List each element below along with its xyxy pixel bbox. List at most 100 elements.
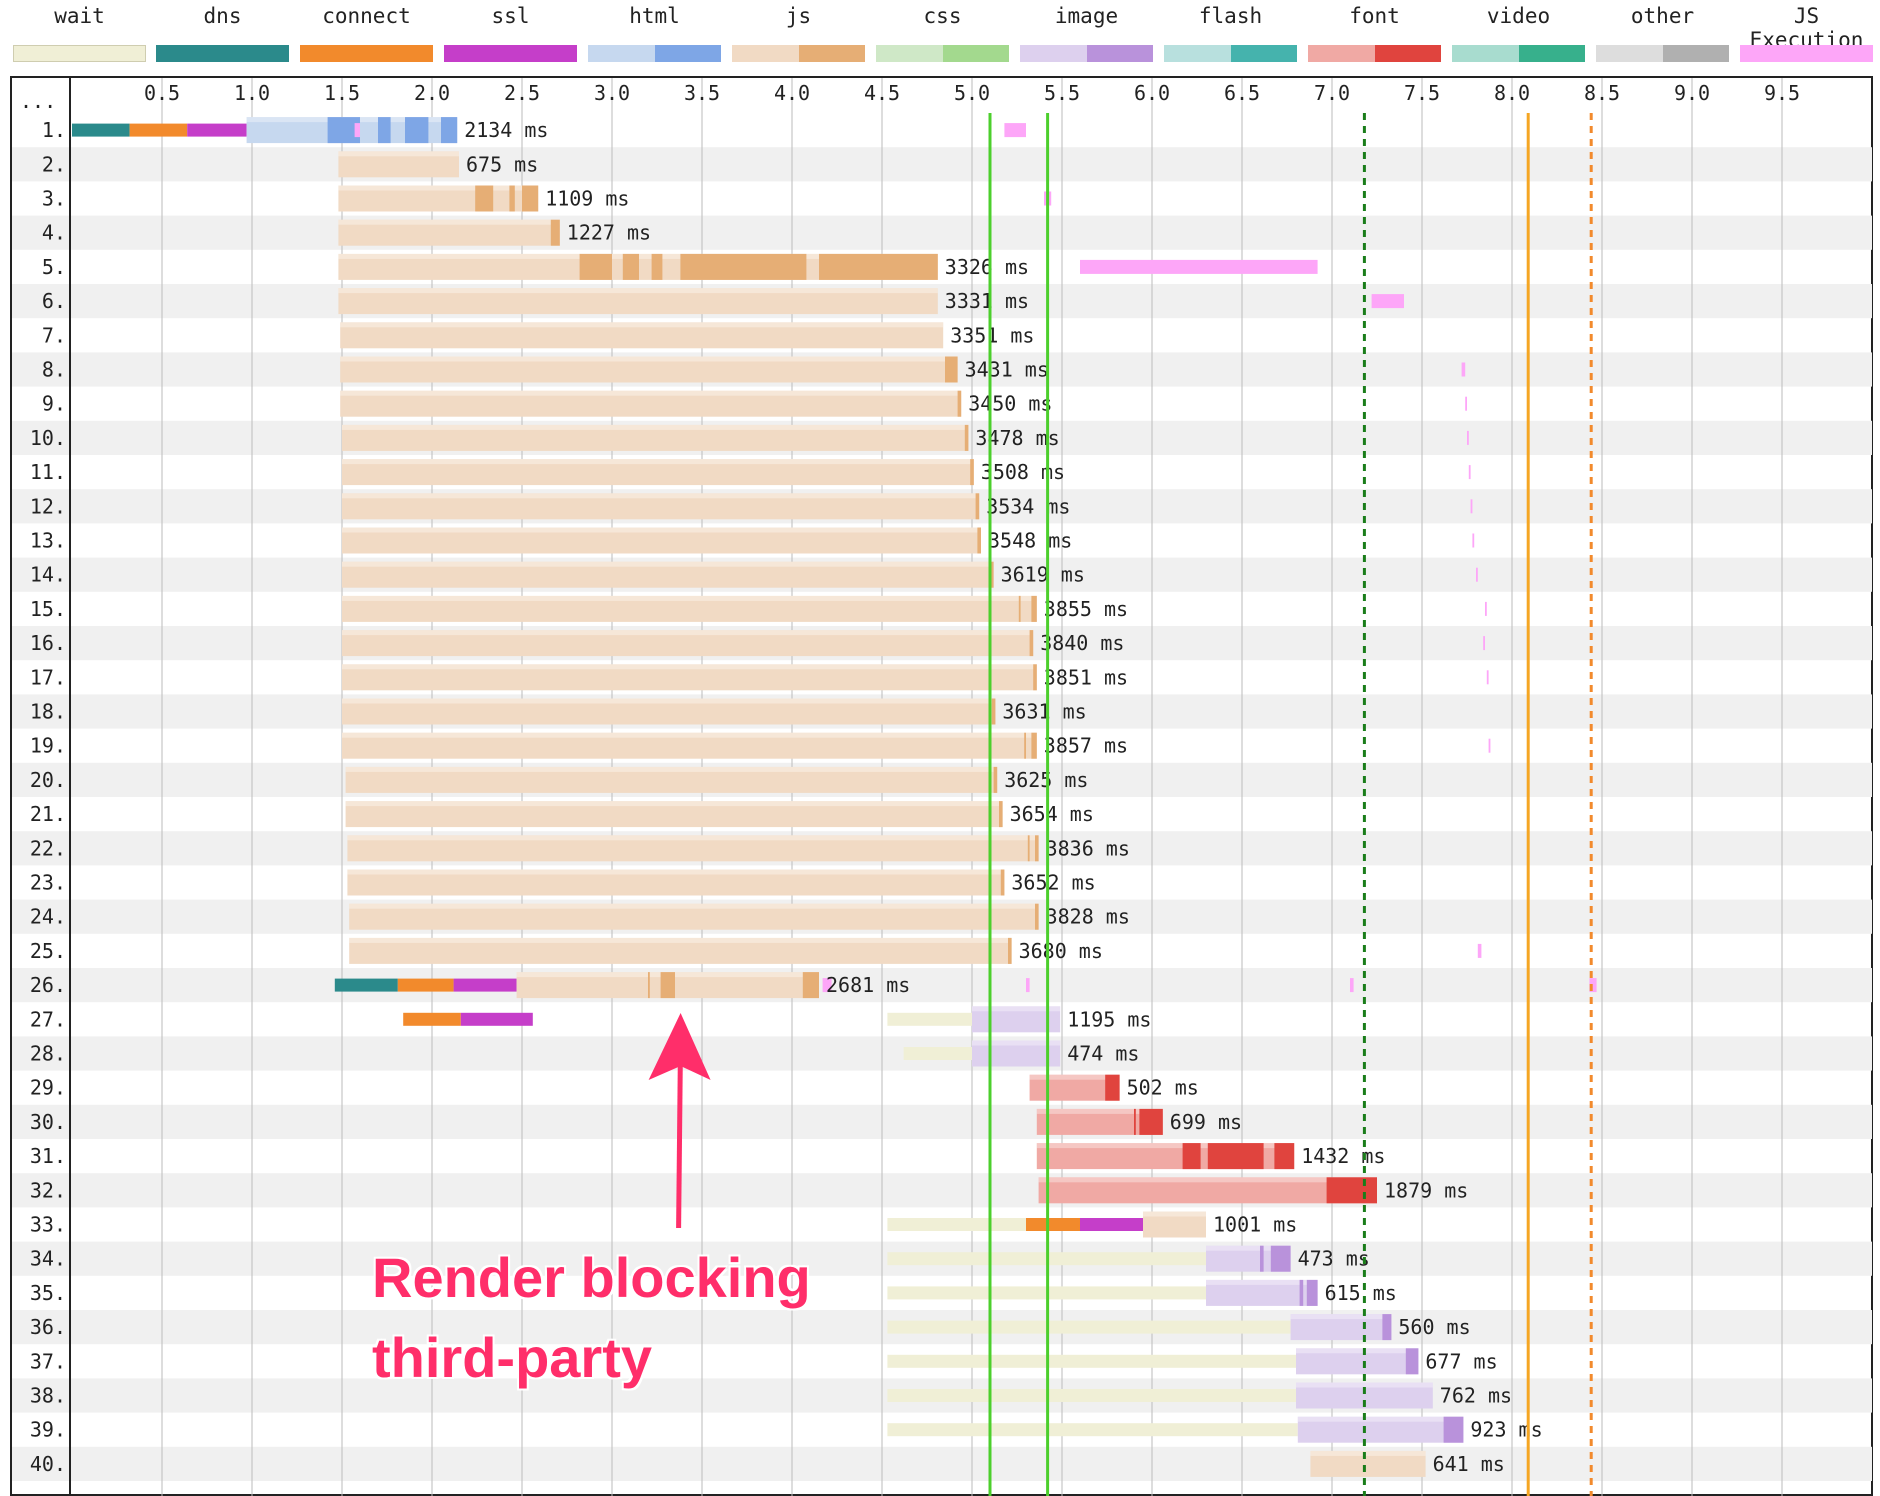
download-chunk bbox=[1306, 1279, 1318, 1306]
request-duration-label: 1109 ms bbox=[545, 187, 629, 211]
phase-dns bbox=[334, 978, 398, 992]
request-duration-label: 3631 ms bbox=[1002, 700, 1086, 724]
bar-highlight bbox=[1297, 1416, 1464, 1422]
download-chunk bbox=[651, 253, 663, 280]
legend-swatch bbox=[13, 45, 146, 62]
header-label: ... bbox=[20, 89, 56, 113]
download-chunk bbox=[1031, 595, 1037, 622]
bar-highlight bbox=[1296, 1348, 1419, 1354]
row-stripe bbox=[12, 1446, 1872, 1481]
download-chunk bbox=[945, 356, 958, 383]
js-execution-mark bbox=[1350, 978, 1354, 993]
request-bar bbox=[349, 937, 1012, 964]
request-duration-label: 3840 ms bbox=[1040, 631, 1124, 655]
legend-swatch bbox=[1308, 45, 1441, 62]
download-chunk bbox=[999, 801, 1003, 828]
bar-highlight bbox=[347, 869, 1005, 875]
row-number: 5. bbox=[42, 255, 66, 279]
bar-highlight bbox=[338, 185, 539, 191]
bar-highlight bbox=[349, 937, 1012, 943]
request-bar bbox=[342, 595, 1037, 622]
request-bar bbox=[340, 356, 958, 383]
js-execution-mark bbox=[1461, 362, 1466, 377]
download-chunk bbox=[1031, 732, 1037, 759]
bar-highlight bbox=[1206, 1279, 1318, 1285]
request-bar bbox=[349, 903, 1039, 930]
x-tick-label: 9.5 bbox=[1764, 81, 1800, 105]
row-number: 14. bbox=[30, 563, 66, 587]
request-duration-label: 1195 ms bbox=[1067, 1007, 1151, 1031]
row-number: 40. bbox=[30, 1452, 66, 1476]
js-execution-mark bbox=[354, 123, 360, 138]
row-number: 26. bbox=[30, 973, 66, 997]
bar-highlight bbox=[1029, 1074, 1120, 1080]
x-tick-label: 6.0 bbox=[1134, 81, 1170, 105]
row-stripe bbox=[12, 147, 1872, 182]
request-bar bbox=[1297, 1416, 1464, 1443]
bar-highlight bbox=[342, 595, 1037, 601]
request-bar bbox=[342, 459, 974, 486]
request-duration-label: 474 ms bbox=[1067, 1042, 1139, 1066]
download-chunk bbox=[1274, 1143, 1295, 1170]
request-duration-label: 3331 ms bbox=[945, 289, 1029, 313]
request-duration-label: 1432 ms bbox=[1301, 1144, 1385, 1168]
row-number: 17. bbox=[30, 665, 66, 689]
request-bar bbox=[1296, 1348, 1419, 1375]
bar-highlight bbox=[972, 1006, 1061, 1012]
bar-highlight bbox=[340, 390, 962, 396]
request-duration-label: 923 ms bbox=[1470, 1418, 1542, 1442]
bar-highlight bbox=[338, 219, 560, 225]
bar-highlight bbox=[338, 151, 459, 157]
request-bar bbox=[340, 322, 944, 349]
download-chunk bbox=[975, 493, 980, 520]
request-duration-label: 3326 ms bbox=[945, 255, 1029, 279]
download-chunk bbox=[1134, 1108, 1136, 1135]
phase-dns bbox=[72, 123, 130, 137]
js-execution-mark bbox=[1026, 978, 1030, 993]
x-tick-label: 8.0 bbox=[1494, 81, 1530, 105]
download-chunk bbox=[1027, 835, 1030, 862]
download-chunk bbox=[819, 253, 938, 280]
request-bar bbox=[342, 630, 1034, 657]
download-chunk bbox=[1382, 1314, 1392, 1341]
download-chunk bbox=[1035, 835, 1039, 862]
bar-highlight bbox=[1206, 1245, 1291, 1251]
row-number: 4. bbox=[42, 221, 66, 245]
legend-label: image bbox=[1054, 4, 1119, 28]
row-number: 10. bbox=[30, 426, 66, 450]
bar-highlight bbox=[1036, 1108, 1163, 1114]
phase-ssl bbox=[453, 978, 517, 992]
row-stripe bbox=[12, 215, 1872, 250]
row-number: 20. bbox=[30, 768, 66, 792]
download-chunk bbox=[475, 185, 494, 212]
bar-highlight bbox=[1143, 1211, 1206, 1217]
request-duration-label: 3534 ms bbox=[986, 494, 1070, 518]
row-number: 15. bbox=[30, 597, 66, 621]
download-chunk bbox=[522, 185, 539, 212]
row-number: 18. bbox=[30, 700, 66, 724]
request-duration-label: 1879 ms bbox=[1384, 1178, 1468, 1202]
request-duration-label: 3836 ms bbox=[1046, 836, 1130, 860]
legend-swatch bbox=[1740, 45, 1873, 62]
phase-wait bbox=[887, 1320, 1291, 1334]
request-bar bbox=[345, 801, 1003, 828]
legend: wait dns connect ssl html js css image flash font… bbox=[0, 0, 1880, 76]
download-chunk bbox=[977, 527, 981, 554]
row-number: 36. bbox=[30, 1315, 66, 1339]
request-bar bbox=[1143, 1211, 1206, 1238]
request-duration-label: 560 ms bbox=[1398, 1315, 1470, 1339]
download-chunk bbox=[970, 459, 974, 486]
request-bar bbox=[342, 732, 1037, 759]
request-duration-label: 3351 ms bbox=[950, 323, 1034, 347]
phase-ssl bbox=[460, 1012, 533, 1026]
download-chunk bbox=[1405, 1348, 1419, 1375]
js-execution-mark bbox=[1465, 396, 1467, 411]
row-number: 35. bbox=[30, 1281, 66, 1305]
request-duration-label: 699 ms bbox=[1170, 1110, 1242, 1134]
legend-label: js bbox=[785, 4, 812, 28]
bar-highlight bbox=[972, 1040, 1061, 1046]
request-bar bbox=[1206, 1279, 1318, 1306]
request-bar bbox=[347, 835, 1039, 862]
request-bar bbox=[340, 390, 962, 417]
bar-highlight bbox=[342, 698, 996, 704]
